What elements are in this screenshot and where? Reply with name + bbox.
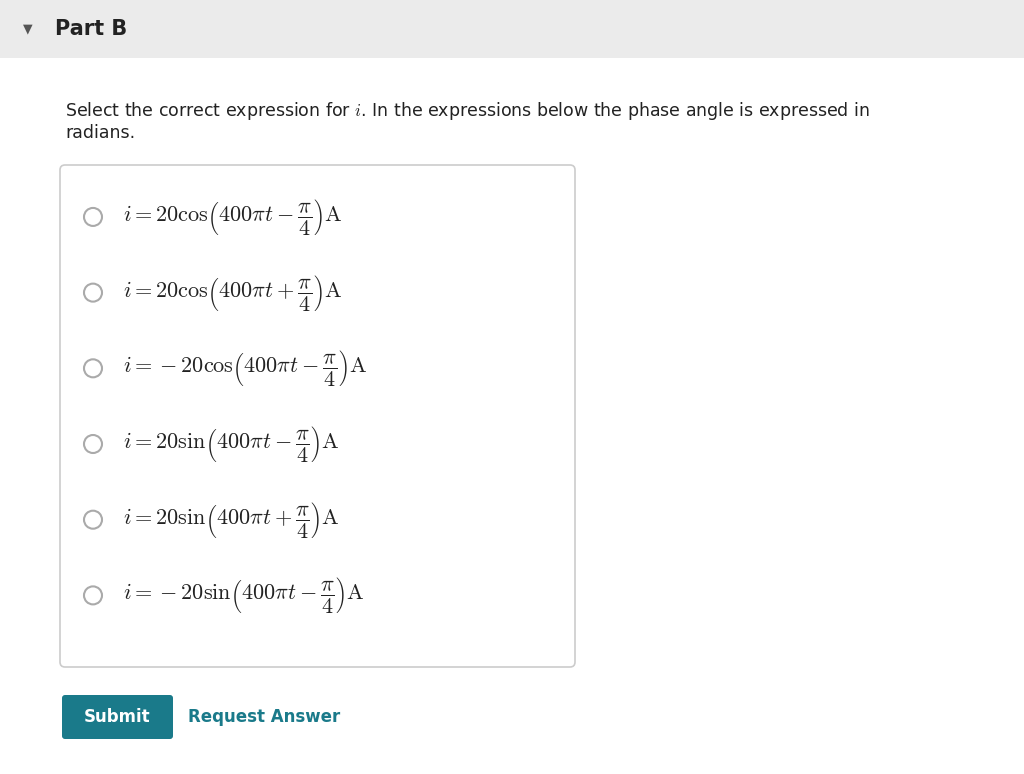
- Text: $i = 20\cos\!\left(400\pi t - \dfrac{\pi}{4}\right)\mathrm{A}$: $i = 20\cos\!\left(400\pi t - \dfrac{\pi…: [123, 197, 342, 237]
- Circle shape: [84, 283, 102, 302]
- Text: $i = -20\sin\!\left(400\pi t - \dfrac{\pi}{4}\right)\mathrm{A}$: $i = -20\sin\!\left(400\pi t - \dfrac{\p…: [123, 575, 365, 615]
- FancyBboxPatch shape: [60, 165, 575, 667]
- Circle shape: [84, 435, 102, 453]
- Text: Request Answer: Request Answer: [188, 708, 340, 726]
- Text: $i = 20\sin\!\left(400\pi t - \dfrac{\pi}{4}\right)\mathrm{A}$: $i = 20\sin\!\left(400\pi t - \dfrac{\pi…: [123, 424, 340, 464]
- Circle shape: [84, 359, 102, 377]
- Circle shape: [84, 511, 102, 529]
- Text: $i = 20\cos\!\left(400\pi t + \dfrac{\pi}{4}\right)\mathrm{A}$: $i = 20\cos\!\left(400\pi t + \dfrac{\pi…: [123, 272, 342, 313]
- Circle shape: [84, 587, 102, 604]
- Text: $i = -20\cos\!\left(400\pi t - \dfrac{\pi}{4}\right)\mathrm{A}$: $i = -20\cos\!\left(400\pi t - \dfrac{\p…: [123, 348, 367, 389]
- Text: Select the correct expression for $i$. In the expressions below the phase angle : Select the correct expression for $i$. I…: [65, 100, 869, 122]
- Text: radians.: radians.: [65, 124, 135, 142]
- Circle shape: [84, 208, 102, 226]
- FancyBboxPatch shape: [62, 695, 173, 739]
- Text: Part B: Part B: [55, 19, 127, 39]
- FancyBboxPatch shape: [0, 0, 1024, 58]
- Text: Submit: Submit: [84, 708, 151, 726]
- Text: $i = 20\sin\!\left(400\pi t + \dfrac{\pi}{4}\right)\mathrm{A}$: $i = 20\sin\!\left(400\pi t + \dfrac{\pi…: [123, 500, 340, 539]
- Text: ▼: ▼: [24, 22, 33, 36]
